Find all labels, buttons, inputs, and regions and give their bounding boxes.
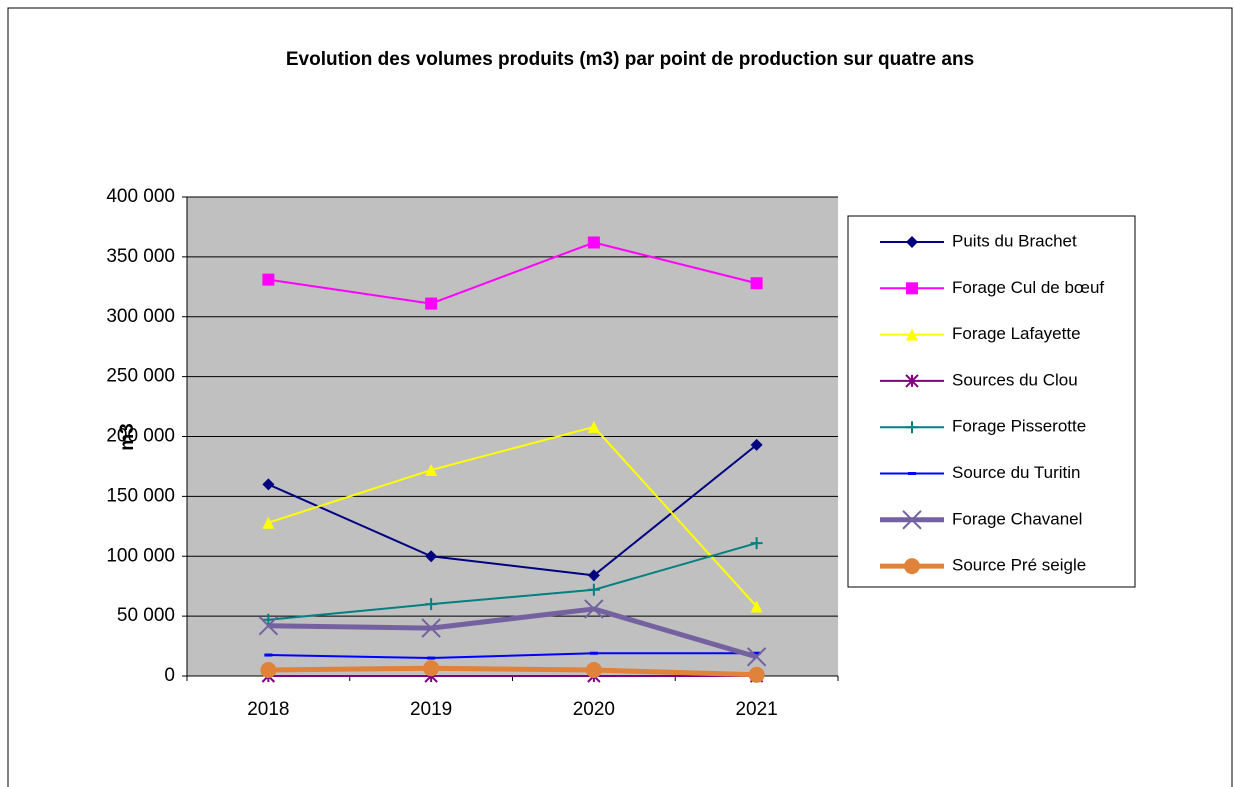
marker: [587, 420, 600, 433]
legend-label: Puits du Brachet: [952, 231, 1077, 250]
legend-label: Forage Lafayette: [952, 324, 1081, 343]
series-line: [268, 542, 757, 621]
legend-label: Forage Cul de bœuf: [952, 278, 1104, 297]
marker: [750, 600, 763, 613]
y-tick-label: 400 000: [106, 186, 175, 207]
y-tick-label: 200 000: [106, 426, 175, 447]
y-tick-label: 100 000: [106, 545, 175, 566]
legend-label: Source Pré seigle: [952, 556, 1086, 575]
marker: [906, 421, 918, 434]
y-tick-label: 50 000: [117, 605, 175, 626]
marker: [262, 273, 275, 286]
marker: [587, 583, 600, 596]
marker: [746, 647, 767, 667]
marker: [425, 598, 438, 611]
marker: [262, 613, 275, 626]
y-tick-label: 0: [164, 665, 175, 686]
marker: [906, 236, 918, 248]
marker: [262, 478, 275, 491]
y-tick-label: 350 000: [106, 246, 175, 267]
marker: [906, 282, 918, 295]
x-tick-label: 2021: [735, 699, 777, 720]
marker: [425, 464, 438, 477]
marker: [904, 558, 920, 575]
y-tick-label: 150 000: [106, 485, 175, 506]
series-line: [268, 606, 758, 660]
marker: [421, 618, 441, 638]
chart-title: Evolution des volumes produits (m3) par …: [286, 49, 974, 70]
marker: [260, 662, 277, 679]
marker: [750, 438, 763, 451]
marker: [425, 550, 438, 563]
legend: [847, 215, 1136, 588]
marker: [750, 537, 763, 550]
legend-label: Source du Turitin: [952, 463, 1081, 482]
marker: [423, 660, 440, 677]
series-line: [268, 425, 758, 608]
legend-label: Forage Pisserotte: [952, 417, 1086, 436]
marker: [584, 599, 604, 619]
series-line: [268, 652, 757, 660]
series-line: [267, 444, 758, 577]
series-line: [268, 241, 757, 305]
x-tick-label: 2018: [247, 699, 289, 720]
legend-label: Forage Chavanel: [952, 509, 1082, 528]
marker: [906, 328, 918, 341]
y-tick-label: 250 000: [106, 366, 175, 387]
y-axis-label: m3: [117, 423, 138, 450]
series-line: [268, 665, 757, 678]
x-tick-label: 2019: [410, 699, 452, 720]
marker: [425, 297, 438, 310]
marker: [262, 516, 275, 529]
marker: [905, 374, 919, 388]
marker: [902, 510, 922, 530]
marker: [750, 277, 763, 290]
marker: [587, 236, 600, 249]
marker: [748, 666, 765, 683]
x-tick-label: 2020: [573, 699, 615, 720]
marker: [258, 615, 279, 636]
marker: [587, 569, 600, 582]
marker: [585, 662, 602, 679]
y-tick-label: 300 000: [106, 306, 175, 327]
legend-label: Sources du Clou: [952, 370, 1078, 389]
